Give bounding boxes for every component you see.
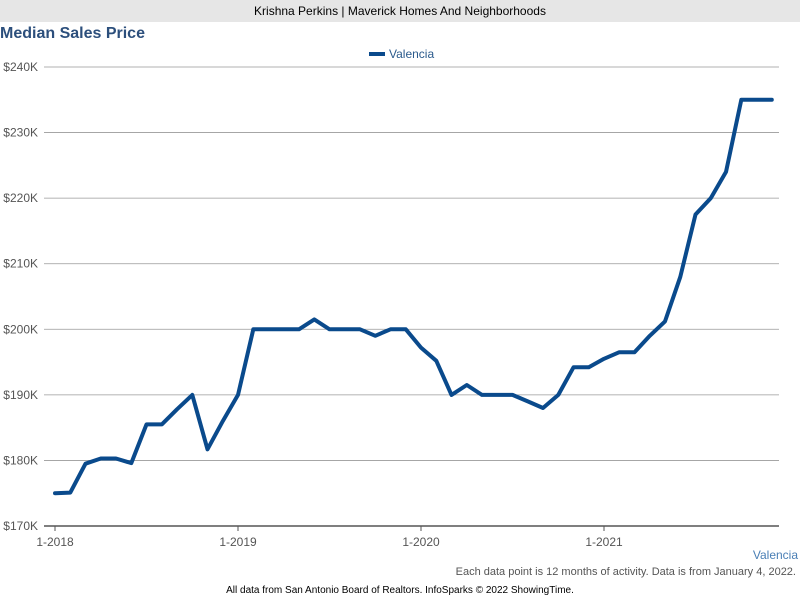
report-header: Krishna Perkins | Maverick Homes And Nei… xyxy=(0,0,800,22)
region-label: Valencia xyxy=(752,548,798,562)
legend: Valencia xyxy=(369,47,434,61)
data-note: Each data point is 12 months of activity… xyxy=(455,566,796,578)
line-chart: $170K $180K $190K $200K $210K $220K $230K $240K… xyxy=(3,47,779,549)
y-tick-label: $170K xyxy=(3,519,38,533)
x-axis-ticks: 1-2018 1-2019 1-2020 1-2021 xyxy=(36,526,623,549)
chart-title: Median Sales Price xyxy=(0,25,145,42)
report-header-title: Krishna Perkins | Maverick Homes And Nei… xyxy=(254,4,546,18)
grid-lines xyxy=(44,66,779,461)
x-tick-label: 1-2020 xyxy=(402,535,440,549)
y-tick-label: $220K xyxy=(3,191,38,205)
y-tick-label: $210K xyxy=(3,257,38,271)
y-tick-label: $180K xyxy=(3,453,38,467)
y-tick-label: $200K xyxy=(3,322,38,336)
series-group xyxy=(53,97,774,496)
series-line-valencia xyxy=(53,97,774,496)
y-tick-label: $240K xyxy=(3,60,38,74)
y-axis-ticks: $170K $180K $190K $200K $210K $220K $230K $240K xyxy=(3,60,38,533)
x-tick-label: 1-2018 xyxy=(36,535,74,549)
y-tick-label: $230K xyxy=(3,126,38,140)
y-tick-label: $190K xyxy=(3,388,38,402)
legend-label: Valencia xyxy=(389,47,434,61)
x-tick-label: 1-2021 xyxy=(585,535,623,549)
x-tick-label: 1-2019 xyxy=(219,535,257,549)
data-source: All data from San Antonio Board of Realt… xyxy=(226,585,574,596)
